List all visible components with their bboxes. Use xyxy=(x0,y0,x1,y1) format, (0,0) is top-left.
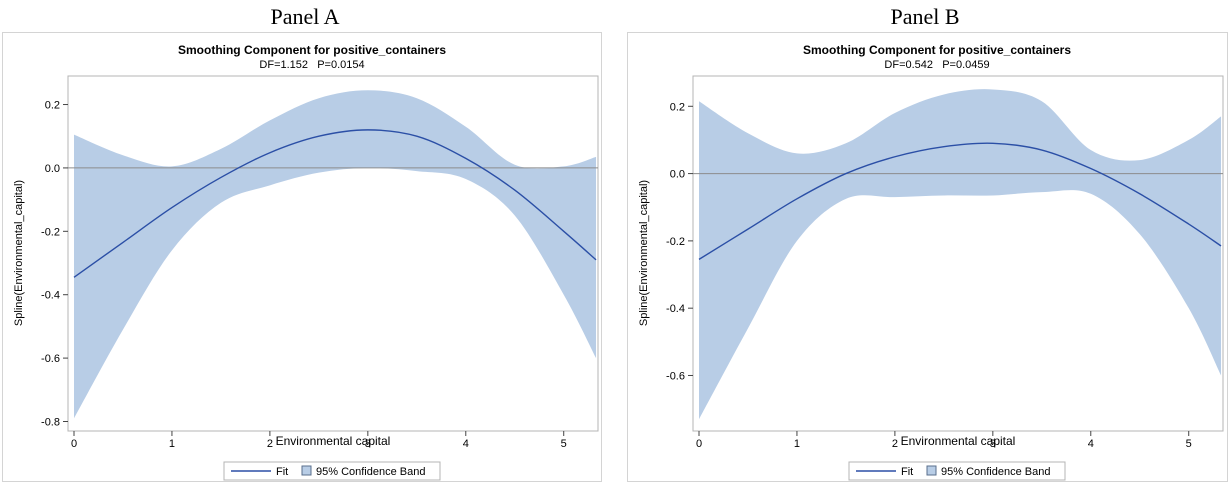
x-tick-label: 0 xyxy=(71,438,77,450)
legend-band-label: 95% Confidence Band xyxy=(316,466,425,478)
chart-title: Smoothing Component for positive_contain… xyxy=(178,43,446,57)
y-axis-label: Spline(Environmental_capital) xyxy=(638,180,650,326)
legend-box xyxy=(848,461,1066,481)
plot-layer: 0 1 2 3 4 5 -0.8 -0.6 -0.4 -0.2 0.0 0.2 xyxy=(41,90,598,450)
y-tick-label: -0.2 xyxy=(666,236,685,248)
panel-b-title: Panel B xyxy=(890,4,960,29)
plot-layer: 0 1 2 3 4 5 -0.6 -0.4 -0.2 0.0 0.2 xyxy=(666,89,1223,450)
y-tick-label: 0.2 xyxy=(670,101,685,113)
x-tick-label: 5 xyxy=(1186,438,1192,450)
y-tick-label: 0.2 xyxy=(45,100,60,112)
chart-subtitle: DF=0.542 P=0.0459 xyxy=(884,59,989,71)
y-tick-label: -0.6 xyxy=(666,370,685,382)
legend-band-swatch xyxy=(301,465,312,476)
y-tick-label: -0.4 xyxy=(666,303,685,315)
x-tick-label: 1 xyxy=(794,438,800,450)
legend-fit-label: Fit xyxy=(901,466,913,478)
y-tick-label: -0.4 xyxy=(41,290,60,302)
x-axis-label: Environmental capital xyxy=(276,434,391,448)
y-tick-label: -0.6 xyxy=(41,353,60,365)
x-tick-label: 2 xyxy=(892,438,898,450)
y-tick-label: -0.8 xyxy=(41,416,60,428)
y-tick-label: 0.0 xyxy=(670,169,685,181)
legend-fit-label: Fit xyxy=(276,466,288,478)
plot-area xyxy=(67,75,599,432)
chart-subtitle: DF=1.152 P=0.0154 xyxy=(259,59,364,71)
legend-band-swatch xyxy=(926,465,937,476)
plot-area xyxy=(692,75,1224,432)
panel-b-chart: Smoothing Component for positive_contain… xyxy=(627,32,1228,482)
x-tick-label: 5 xyxy=(561,438,567,450)
legend: Fit 95% Confidence Band xyxy=(848,461,1066,481)
x-tick-label: 4 xyxy=(463,438,469,450)
y-tick-label: 0.0 xyxy=(45,163,60,175)
x-tick-label: 3 xyxy=(990,438,996,450)
fit-line xyxy=(73,129,597,278)
x-tick-label: 0 xyxy=(696,438,702,450)
x-tick-label: 2 xyxy=(267,438,273,450)
x-tick-label: 3 xyxy=(365,438,371,450)
legend: Fit 95% Confidence Band xyxy=(223,461,441,481)
chart-title: Smoothing Component for positive_contain… xyxy=(803,43,1071,57)
y-axis-label: Spline(Environmental_capital) xyxy=(13,180,25,326)
y-tick-label: -0.2 xyxy=(41,226,60,238)
panel-a-title: Panel A xyxy=(270,4,340,29)
panel-a-chart: Smoothing Component for positive_contain… xyxy=(2,32,602,482)
fit-line xyxy=(698,142,1222,260)
confidence-band xyxy=(74,90,597,419)
legend-band-label: 95% Confidence Band xyxy=(941,466,1050,478)
legend-box xyxy=(223,461,441,481)
x-tick-label: 1 xyxy=(169,438,175,450)
x-tick-label: 4 xyxy=(1088,438,1094,450)
confidence-band xyxy=(699,89,1222,420)
x-axis-label: Environmental capital xyxy=(901,434,1016,448)
